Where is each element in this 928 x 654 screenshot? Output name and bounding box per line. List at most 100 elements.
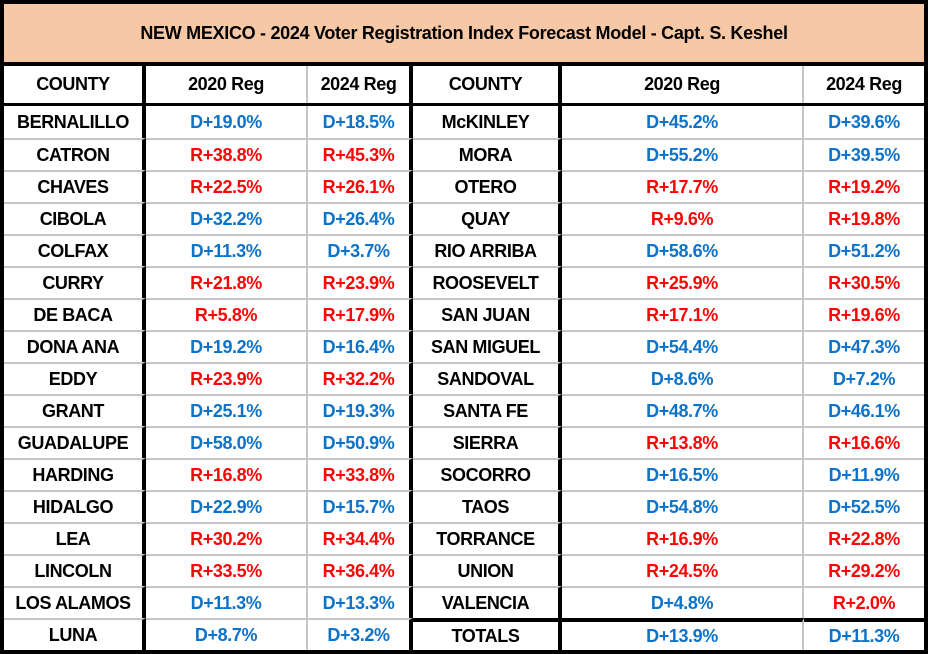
- value-2020-cell: R+24.5%: [562, 554, 804, 586]
- county-cell: VALENCIA: [413, 586, 562, 618]
- value-2024-cell: R+26.1%: [308, 170, 413, 202]
- value-2020-cell: D+19.0%: [146, 106, 308, 138]
- table-row: LEA R+30.2% R+34.4% TORRANCE R+16.9% R+2…: [4, 522, 924, 554]
- value-2024-cell: D+39.5%: [804, 138, 924, 170]
- value-2020-cell: D+55.2%: [562, 138, 804, 170]
- value-2024-cell: R+22.8%: [804, 522, 924, 554]
- county-cell: RIO ARRIBA: [413, 234, 562, 266]
- table-row: DONA ANA D+19.2% D+16.4% SAN MIGUEL D+54…: [4, 330, 924, 362]
- header-county-left: COUNTY: [4, 66, 146, 103]
- value-2024-cell: D+3.2%: [308, 618, 413, 650]
- value-2020-cell: R+22.5%: [146, 170, 308, 202]
- county-cell: LUNA: [4, 618, 146, 650]
- value-2024-cell: D+47.3%: [804, 330, 924, 362]
- value-2020-cell: D+19.2%: [146, 330, 308, 362]
- county-cell: DONA ANA: [4, 330, 146, 362]
- county-cell: SIERRA: [413, 426, 562, 458]
- value-2020-cell: D+48.7%: [562, 394, 804, 426]
- county-cell: LINCOLN: [4, 554, 146, 586]
- table-row: CIBOLA D+32.2% D+26.4% QUAY R+9.6% R+19.…: [4, 202, 924, 234]
- value-2024-cell: D+13.3%: [308, 586, 413, 618]
- table-row: LOS ALAMOS D+11.3% D+13.3% VALENCIA D+4.…: [4, 586, 924, 618]
- value-2020-cell: R+21.8%: [146, 266, 308, 298]
- header-county-right: COUNTY: [413, 66, 562, 103]
- table-row: HIDALGO D+22.9% D+15.7% TAOS D+54.8% D+5…: [4, 490, 924, 522]
- value-2024-cell: D+52.5%: [804, 490, 924, 522]
- totals-label-cell: TOTALS: [413, 618, 562, 650]
- header-2020reg-right: 2020 Reg: [562, 66, 804, 103]
- value-2020-cell: R+30.2%: [146, 522, 308, 554]
- value-2020-cell: D+45.2%: [562, 106, 804, 138]
- table-title: NEW MEXICO - 2024 Voter Registration Ind…: [140, 22, 788, 43]
- value-2024-cell: R+34.4%: [308, 522, 413, 554]
- value-2020-cell: D+54.4%: [562, 330, 804, 362]
- header-2024reg-left: 2024 Reg: [308, 66, 413, 103]
- value-2024-cell: R+36.4%: [308, 554, 413, 586]
- value-2024-cell: R+29.2%: [804, 554, 924, 586]
- table-row: GRANT D+25.1% D+19.3% SANTA FE D+48.7% D…: [4, 394, 924, 426]
- county-cell: HARDING: [4, 458, 146, 490]
- county-cell: GRANT: [4, 394, 146, 426]
- county-cell: SANDOVAL: [413, 362, 562, 394]
- county-cell: ROOSEVELT: [413, 266, 562, 298]
- table-row: COLFAX D+11.3% D+3.7% RIO ARRIBA D+58.6%…: [4, 234, 924, 266]
- value-2024-cell: D+15.7%: [308, 490, 413, 522]
- value-2020-cell: R+9.6%: [562, 202, 804, 234]
- totals-2020-cell: D+13.9%: [562, 618, 804, 650]
- value-2020-cell: R+23.9%: [146, 362, 308, 394]
- value-2020-cell: D+11.3%: [146, 234, 308, 266]
- value-2024-cell: D+50.9%: [308, 426, 413, 458]
- value-2024-cell: D+7.2%: [804, 362, 924, 394]
- table-row: HARDING R+16.8% R+33.8% SOCORRO D+16.5% …: [4, 458, 924, 490]
- county-cell: CIBOLA: [4, 202, 146, 234]
- value-2020-cell: R+17.7%: [562, 170, 804, 202]
- value-2020-cell: D+8.6%: [562, 362, 804, 394]
- county-cell: DE BACA: [4, 298, 146, 330]
- value-2024-cell: D+11.9%: [804, 458, 924, 490]
- value-2020-cell: D+8.7%: [146, 618, 308, 650]
- table-row: CURRY R+21.8% R+23.9% ROOSEVELT R+25.9% …: [4, 266, 924, 298]
- county-cell: HIDALGO: [4, 490, 146, 522]
- county-cell: QUAY: [413, 202, 562, 234]
- county-cell: COLFAX: [4, 234, 146, 266]
- county-cell: SANTA FE: [413, 394, 562, 426]
- value-2020-cell: R+13.8%: [562, 426, 804, 458]
- table-row: DE BACA R+5.8% R+17.9% SAN JUAN R+17.1% …: [4, 298, 924, 330]
- value-2024-cell: R+19.6%: [804, 298, 924, 330]
- table-row: CATRON R+38.8% R+45.3% MORA D+55.2% D+39…: [4, 138, 924, 170]
- value-2024-cell: R+23.9%: [308, 266, 413, 298]
- value-2020-cell: R+16.8%: [146, 458, 308, 490]
- value-2024-cell: D+3.7%: [308, 234, 413, 266]
- county-cell: SAN MIGUEL: [413, 330, 562, 362]
- value-2024-cell: D+16.4%: [308, 330, 413, 362]
- table-header-row: COUNTY 2020 Reg 2024 Reg COUNTY 2020 Reg…: [4, 66, 924, 106]
- value-2024-cell: R+16.6%: [804, 426, 924, 458]
- value-2020-cell: R+33.5%: [146, 554, 308, 586]
- county-cell: CATRON: [4, 138, 146, 170]
- value-2020-cell: R+16.9%: [562, 522, 804, 554]
- county-cell: EDDY: [4, 362, 146, 394]
- table-row: EDDY R+23.9% R+32.2% SANDOVAL D+8.6% D+7…: [4, 362, 924, 394]
- value-2024-cell: R+17.9%: [308, 298, 413, 330]
- county-cell: UNION: [413, 554, 562, 586]
- value-2020-cell: D+11.3%: [146, 586, 308, 618]
- value-2020-cell: D+16.5%: [562, 458, 804, 490]
- header-2024reg-right: 2024 Reg: [826, 74, 902, 94]
- value-2024-cell: R+19.2%: [804, 170, 924, 202]
- value-2024-cell: R+32.2%: [308, 362, 413, 394]
- value-2024-cell: D+39.6%: [828, 111, 900, 132]
- table-title-bar: NEW MEXICO - 2024 Voter Registration Ind…: [4, 4, 924, 66]
- table-body: BERNALILLO D+19.0% D+18.5% McKINLEY D+45…: [4, 106, 924, 650]
- header-2020reg-left: 2020 Reg: [146, 66, 308, 103]
- table-row: LINCOLN R+33.5% R+36.4% UNION R+24.5% R+…: [4, 554, 924, 586]
- totals-2024-cell: D+11.3%: [804, 618, 924, 650]
- county-cell: SAN JUAN: [413, 298, 562, 330]
- county-cell: McKINLEY: [413, 106, 562, 138]
- county-cell: LEA: [4, 522, 146, 554]
- value-2024-cell: D+18.5%: [308, 106, 413, 138]
- value-2020-cell: D+32.2%: [146, 202, 308, 234]
- value-2020-cell: D+58.6%: [562, 234, 804, 266]
- value-2024-cell: D+46.1%: [804, 394, 924, 426]
